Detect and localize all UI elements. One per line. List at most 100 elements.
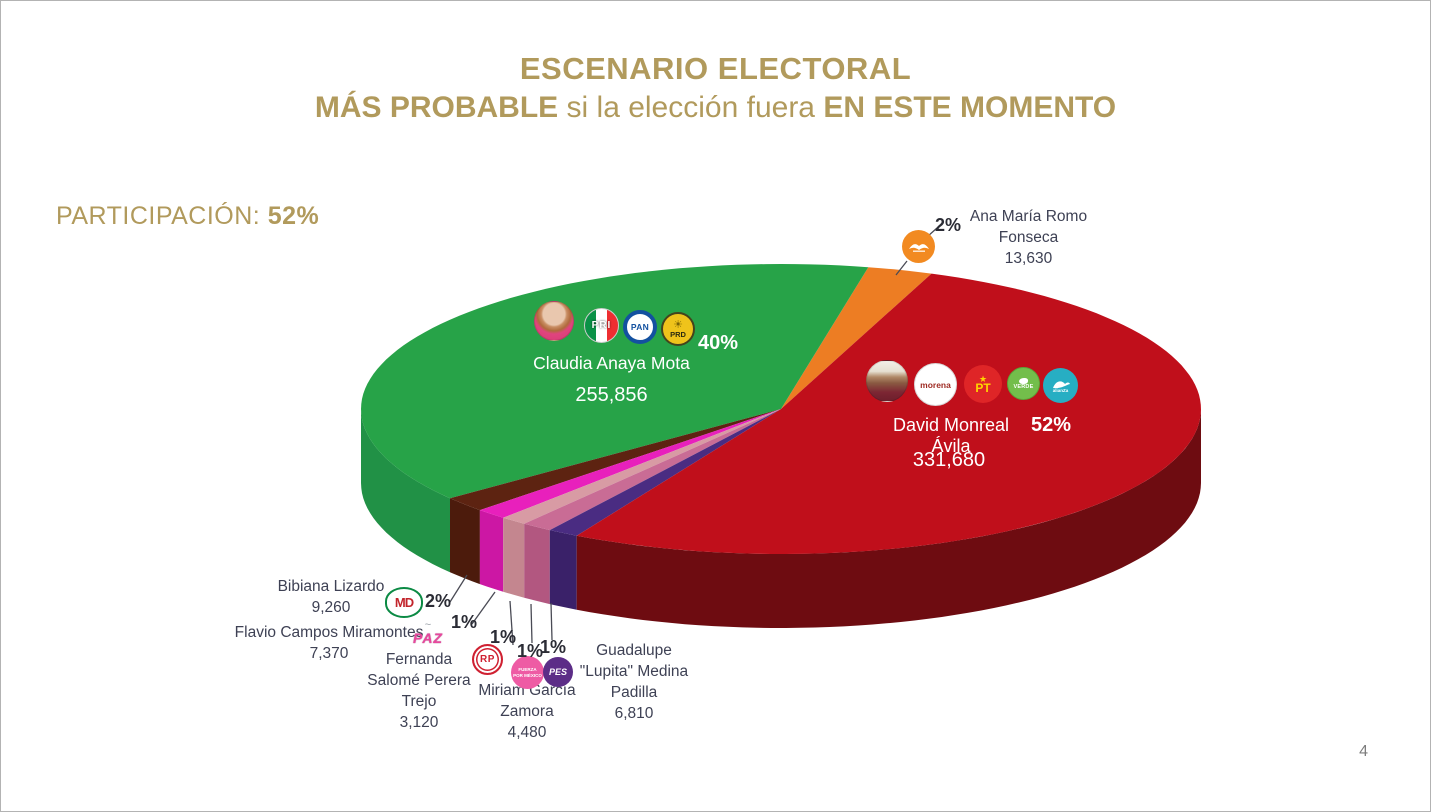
pie-slice-bibiana (450, 409, 781, 511)
pie-side-flavio (479, 510, 504, 592)
pan-label: PAN (630, 322, 650, 332)
leader-line-miriam (530, 603, 533, 644)
pie-slice-flavio (479, 409, 781, 518)
fxm-label: FUERZA POR MÉXICO (513, 667, 542, 678)
paz-party-icon: ~ PAZ (407, 614, 449, 652)
rp-party-icon: RP (472, 644, 503, 675)
md-label: MD (394, 595, 414, 610)
miriam-name: Miriam García Zamora (478, 682, 576, 720)
claudia-name: Claudia Anaya Mota (533, 353, 690, 373)
david-votes: 331,680 (912, 449, 986, 471)
pie-side-david (576, 409, 1201, 628)
md-party-icon: MD (385, 587, 423, 618)
david-label: David Monreal Ávila (871, 415, 1031, 457)
pes-party-icon: PES (543, 657, 573, 687)
david-pct: 52% (1031, 414, 1072, 436)
flavio-votes: 7,370 (309, 644, 349, 662)
title-line2: MÁS PROBABLE si la elección fuera EN EST… (1, 89, 1430, 127)
pie-side-miriam (524, 523, 550, 605)
guadalupe-name: Guadalupe "Lupita" Medina Padilla (579, 642, 689, 701)
miriam-label: Miriam García Zamora 4,480 (471, 681, 583, 744)
bibiana-votes: 9,260 (311, 598, 351, 616)
page-number: 4 (1359, 743, 1368, 760)
pt-label: PT (975, 380, 991, 395)
verde-toucan-icon (1019, 377, 1028, 384)
pes-label: PES (548, 667, 567, 677)
flavio-pct: 1% (451, 612, 478, 632)
bibiana-name: Bibiana Lizardo (277, 578, 385, 595)
participation-text: PARTICIPACIÓN: (56, 202, 268, 230)
pan-party-icon: PAN (623, 310, 657, 344)
prd-label: PRD (670, 329, 686, 339)
verde-label: VERDE (1013, 383, 1034, 390)
fernanda-name: Fernanda Salomé Perera Trejo (367, 651, 471, 710)
alianza-party-icon: alianZa (1043, 368, 1078, 403)
ana-votes: 13,630 (1004, 249, 1053, 267)
claudia-label: Claudia Anaya Mota 255,856 (509, 353, 714, 407)
pie-slice-fernanda (503, 409, 781, 524)
bibiana-pct: 2% (425, 591, 452, 611)
verde-party-icon: VERDE (1007, 367, 1040, 400)
guadalupe-pct: 1% (540, 637, 567, 657)
participation-value: 52% (267, 202, 320, 230)
ana-pct: 2% (935, 215, 962, 235)
david-votes-wrap: 331,680 (894, 449, 1004, 472)
title-line2-bold1: MÁS PROBABLE (314, 90, 559, 124)
guadalupe-votes: 6,810 (614, 704, 654, 722)
title-line1: ESCENARIO ELECTORAL (519, 51, 912, 86)
miriam-pct: 1% (517, 641, 544, 661)
paz-dove-icon: ~ (424, 618, 432, 631)
pie-slice-guadalupe (549, 409, 781, 536)
alianza-label: alianZa (1052, 388, 1069, 393)
leader-line-fernanda (509, 600, 514, 646)
claudia-votes: 255,856 (575, 384, 648, 406)
miriam-votes: 4,480 (507, 723, 547, 741)
fernanda-pct: 1% (490, 627, 517, 647)
guadalupe-label: Guadalupe "Lupita" Medina Padilla 6,810 (573, 641, 695, 725)
leader-line-bibiana (449, 574, 468, 603)
pie-slice-claudia (361, 264, 869, 499)
leader-line-flavio (471, 591, 496, 625)
fernanda-votes: 3,120 (399, 713, 439, 731)
fxm-party-icon: FUERZA POR MÉXICO (511, 656, 544, 689)
mc-party-icon (902, 230, 935, 263)
claudia-pct: 40% (698, 332, 739, 354)
flavio-label: Flavio Campos Miramontes 7,370 (233, 623, 425, 665)
rp-label: RP (480, 654, 495, 665)
prd-party-icon: ☀ PRD (661, 312, 695, 346)
pri-label: PRI (591, 320, 612, 331)
alianza-bird-icon (1052, 381, 1070, 389)
bibiana-label: Bibiana Lizardo 9,260 (246, 577, 416, 619)
pie-side-guadalupe (549, 530, 577, 610)
ana-name: Ana María Romo Fonseca (969, 208, 1088, 246)
prd-sun-icon: ☀ (673, 318, 683, 331)
pie-slice-miriam (524, 409, 781, 531)
morena-party-icon: morena (914, 363, 957, 406)
morena-label: morena (920, 379, 951, 390)
pt-star-icon: ★ (978, 373, 988, 384)
title-line2-regular: si la elección fuera (558, 90, 824, 124)
claudia-photo-avatar (534, 301, 574, 341)
pt-party-icon: ★ PT (964, 365, 1002, 403)
leader-line-ana-2 (895, 260, 908, 276)
leader-line-guadalupe (550, 602, 553, 641)
ana-label: Ana María Romo Fonseca 13,630 (941, 207, 1116, 270)
pri-party-icon: PRI (584, 308, 619, 343)
pie-side-bibiana (450, 498, 480, 585)
title-line2-bold2: EN ESTE MOMENTO (823, 90, 1117, 124)
pie-slice-david (576, 273, 1201, 554)
david-photo-avatar (866, 360, 908, 402)
flavio-name: Flavio Campos Miramontes (234, 624, 424, 641)
participation-label: PARTICIPACIÓN: 52% (56, 202, 319, 231)
mc-eagle-icon (908, 244, 929, 252)
david-name: David Monreal Ávila (892, 415, 1010, 456)
pie-side-claudia (361, 409, 450, 573)
paz-label: PAZ (413, 629, 443, 646)
pie-slice-ana (781, 267, 932, 409)
fernanda-label: Fernanda Salomé Perera Trejo 3,120 (363, 650, 475, 734)
pie-side-fernanda (503, 517, 525, 598)
slide-title: ESCENARIO ELECTORAL MÁS PROBABLE si la e… (1, 49, 1430, 127)
